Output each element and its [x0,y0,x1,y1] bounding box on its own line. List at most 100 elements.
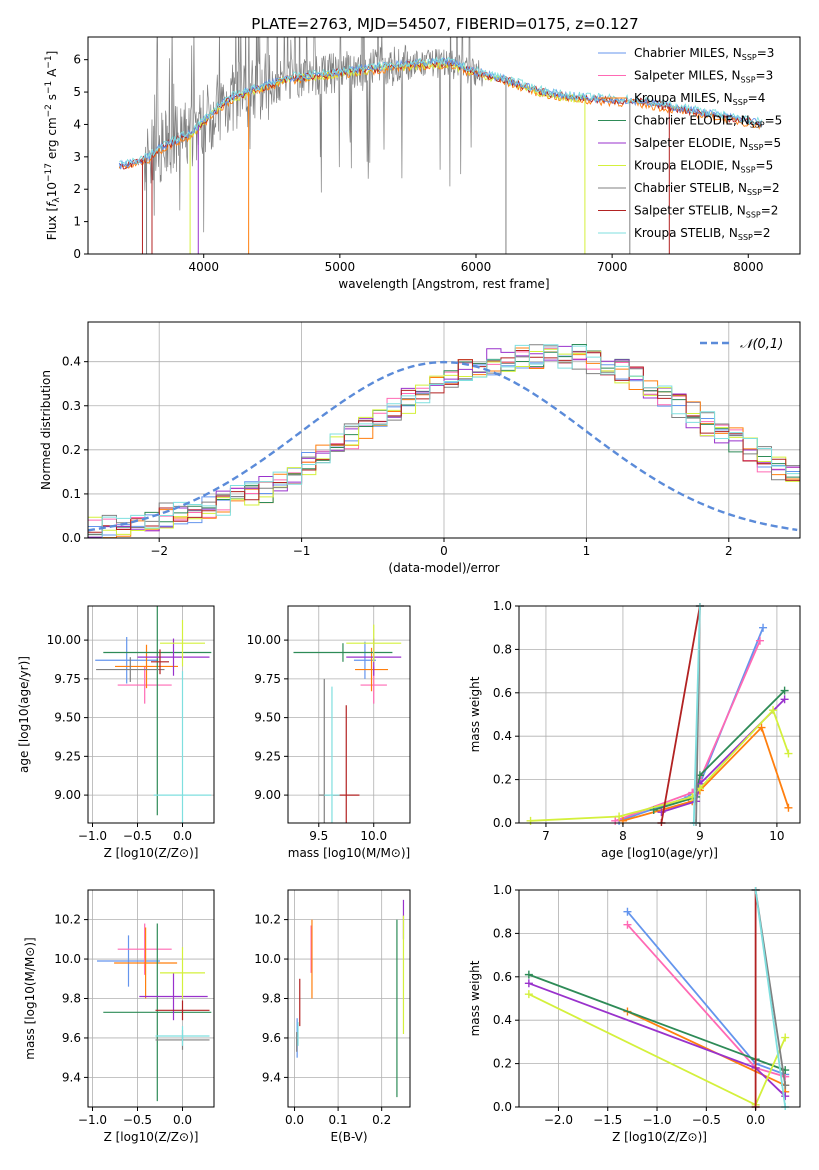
y-tick-label: 3 [73,150,81,164]
age_vs_z-panel: −1.0 −0.5 0.0 9.00 9.25 9.50 9.75 10.00 Z [log10… [17,605,215,860]
weight-line-salpeter_miles [614,640,761,822]
y-tick-label: 0.2 [493,1057,512,1071]
weight-marker-kroupa_elodie [784,749,793,758]
x-tick-label: 6000 [461,260,492,274]
figure-title: PLATE=2763, MJD=54507, FIBERID=0175, z=0… [251,15,638,33]
axes-frame [87,605,215,824]
y-tick-label: 0.3 [62,399,81,413]
x-tick-label: 4000 [188,260,219,274]
y-tick-label: 0.2 [493,773,512,787]
y-tick-label: 10.0 [254,952,281,966]
residuals-panel: −2 −1 0 1 2 0.0 0.1 0.2 0.3 0.4 (data-model)/error… [39,321,801,575]
y-tick-label: 9.6 [262,1031,281,1045]
x-tick-label: −1 [293,544,311,558]
weight-marker-chabrier_miles [759,623,768,632]
mass_vs_z-panel: −1.0 −0.5 0.0 9.4 9.6 9.8 10.0 10.2 Z [log10(Z/Z… [23,889,215,1144]
x-tick-label: 0.0 [173,829,192,843]
y-tick-label: 9.00 [54,788,81,802]
legend-label-normal: 𝒩(0,1) [740,337,783,352]
weight-marker-kroupa_elodie [769,706,778,715]
weight-line-kroupa_stelib [754,889,787,1108]
x-tick-label: 8000 [733,260,764,274]
y-tick-label: 9.8 [62,992,81,1006]
weight-line-kroupa_miles [622,725,790,822]
axes-frame [287,605,411,824]
y-tick-label: 9.25 [54,749,81,763]
y-tick-label: 0 [73,247,81,261]
spectrum-y-label: Flux [fλ10−17 erg cm−2 s−1 A−1] [44,51,62,241]
spectrum-plot-area [118,37,763,254]
y-tick-label: 0.4 [62,355,81,369]
weight-marker-kroupa_elodie [524,990,533,999]
legend-label-kroupa_elodie: Kroupa ELODIE, NSSP=5 [634,159,773,175]
weight_vs_z-x-label: Z [log10(Z/Z⊙)] [612,1130,707,1144]
y-tick-label: 0.0 [62,531,81,545]
x-tick-label: 5000 [325,260,356,274]
x-tick-label: 10 [769,829,784,843]
x-tick-label: −0.5 [692,1113,721,1127]
legend-label-chabrier_stelib: Chabrier STELIB, NSSP=2 [634,181,780,197]
y-tick-label: 0.8 [493,642,512,656]
x-tick-label: −1.0 [78,1113,107,1127]
weight_vs_z-panel: −2.0 −1.5 −1.0 −0.5 0.0 0.0 0.2 0.4 0.6 0.8 1.0 Z [… [468,883,801,1144]
weight-marker-kroupa_elodie [615,812,624,821]
mass_vs_z-plot-area [97,923,212,1102]
y-tick-label: 10.00 [247,633,281,647]
weight_vs_age-plot-area [526,603,793,826]
weight-marker-kroupa_elodie [781,1033,790,1042]
mass_vs_z-x-label: Z [log10(Z/Z⊙)] [104,1130,199,1144]
model-spectrum-kroupa_stelib [119,56,763,165]
weight-marker-salpeter_elodie [524,979,533,988]
x-tick-label: 2 [725,544,733,558]
weight-marker-salpeter_miles [623,920,632,929]
weight_vs_age-x-label: age [log10(age/yr)] [601,846,718,860]
y-tick-label: 9.00 [254,788,281,802]
y-tick-label: 9.50 [254,711,281,725]
legend-label-chabrier_elodie: Chabrier ELODIE, NSSP=5 [634,114,782,130]
legend-label-kroupa_miles: Kroupa MILES, NSSP=4 [634,91,765,107]
y-tick-label: 9.25 [254,749,281,763]
age_vs_z-y-label: age [log10(age/yr)] [17,656,31,773]
axes-frame [518,605,801,824]
weight-marker-salpeter_elodie [781,1092,790,1101]
weight-line-salpeter_stelib [660,605,701,824]
weight-marker-chabrier_miles [623,907,632,916]
spectrum-x-label: wavelength [Angstrom, rest frame] [338,277,549,291]
y-tick-label: 0.4 [493,1013,512,1027]
age_vs_mass-panel: 9.5 10.0 9.00 9.25 9.50 9.75 10.00 mass [log10(… [247,605,411,860]
age_vs_z-x-label: Z [log10(Z/Z⊙)] [104,846,199,860]
y-tick-label: 9.4 [262,1070,281,1084]
y-tick-label: 0.1 [62,487,81,501]
x-tick-label: −1.0 [78,829,107,843]
weight-marker-kroupa_miles [784,803,793,812]
mass_vs_ebv-plot-area [296,899,405,1098]
weight-line-kroupa_stelib [692,605,701,824]
weight_vs_age-panel: 7 8 9 10 0.0 0.2 0.4 0.6 0.8 1.0 age [log10(age/yr… [468,599,801,860]
y-tick-label: 0.6 [493,970,512,984]
histogram-kroupa_stelib [88,344,800,538]
y-tick-label: 9.4 [62,1070,81,1084]
x-tick-label: 0.0 [746,1113,765,1127]
x-tick-label: 7000 [597,260,628,274]
x-tick-label: 1 [583,544,591,558]
x-tick-label: −0.5 [123,1113,152,1127]
y-tick-label: 0.2 [62,443,81,457]
x-tick-label: 8 [619,829,627,843]
spectrum-panel: 4000 5000 6000 7000 8000 0 1 2 3 4 5 6 wavelength [A… [44,36,801,291]
mass_vs_ebv-panel: 0.0 0.1 0.2 9.4 9.6 9.8 10.0 10.2 E(B-V) [254,889,411,1144]
normal-curve [88,360,798,532]
weight-marker-chabrier_elodie [780,686,789,695]
age_vs_z-plot-area [95,606,212,823]
mass_vs_ebv-x-label: E(B-V) [330,1130,367,1144]
y-tick-label: 4 [73,117,81,131]
residuals-y-label: Normed distribution [39,370,53,490]
x-tick-label: 0.0 [285,1113,304,1127]
legend-label-salpeter_miles: Salpeter MILES, NSSP=3 [634,69,773,85]
legend-label-chabrier_miles: Chabrier MILES, NSSP=3 [634,46,774,62]
y-tick-label: 0.0 [493,1100,512,1114]
weight_vs_z-plot-area [524,887,790,1110]
y-tick-label: 0.8 [493,926,512,940]
x-tick-label: 7 [542,829,550,843]
x-tick-label: −2 [150,544,168,558]
y-tick-label: 9.75 [54,672,81,686]
